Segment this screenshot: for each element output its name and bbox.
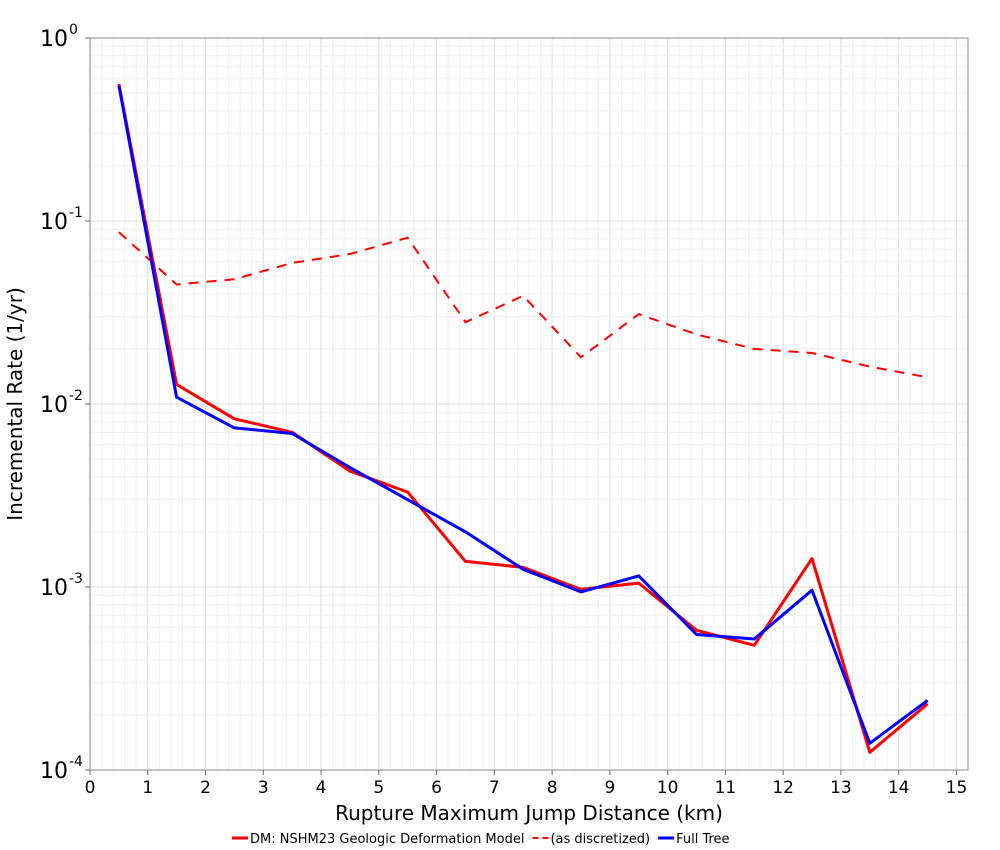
x-tick-label: 9 bbox=[604, 778, 615, 798]
x-tick-label: 1 bbox=[142, 778, 153, 798]
y-tick-label: 10 -4 bbox=[40, 754, 83, 784]
y-tick-base: 10 bbox=[40, 576, 68, 601]
series-line-1 bbox=[117, 83, 929, 754]
series-line-2 bbox=[118, 231, 928, 379]
x-tick-label: 10 bbox=[657, 778, 679, 798]
legend: DM: NSHM23 Geologic Deformation Model (as… bbox=[232, 832, 730, 847]
x-tick-label: 2 bbox=[200, 778, 211, 798]
grid bbox=[90, 38, 968, 770]
x-tick-label: 0 bbox=[85, 778, 96, 798]
x-tick-label: 15 bbox=[946, 778, 968, 798]
y-tick-label: 10 -2 bbox=[40, 388, 83, 418]
x-tick-label: 14 bbox=[888, 778, 910, 798]
x-tick-label: 4 bbox=[316, 778, 327, 798]
y-tick-base: 10 bbox=[40, 27, 68, 52]
x-tick-label: 5 bbox=[373, 778, 384, 798]
y-tick-label: 10 0 bbox=[40, 22, 78, 52]
x-axis-title: Rupture Maximum Jump Distance (km) bbox=[335, 801, 723, 825]
y-tick-exponent: -3 bbox=[69, 571, 83, 587]
x-tick-label: 11 bbox=[715, 778, 737, 798]
y-tick-label: 10 -1 bbox=[40, 205, 83, 235]
y-tick-base: 10 bbox=[40, 759, 68, 784]
y-axis-title: Incremental Rate (1/yr) bbox=[3, 287, 27, 520]
y-tick-base: 10 bbox=[40, 393, 68, 418]
x-tick-label: 12 bbox=[772, 778, 794, 798]
legend-label-1: DM: NSHM23 Geologic Deformation Model bbox=[250, 832, 524, 847]
y-tick-label: 10 -3 bbox=[40, 571, 83, 601]
y-tick-exponent: 0 bbox=[69, 22, 78, 38]
y-tick-exponent: -4 bbox=[69, 754, 83, 770]
y-tick-exponent: -2 bbox=[69, 388, 83, 404]
y-tick-base: 10 bbox=[40, 210, 68, 235]
series-lines bbox=[117, 83, 929, 754]
x-tick-label: 3 bbox=[258, 778, 269, 798]
x-tick-label: 6 bbox=[431, 778, 442, 798]
x-tick-label: 7 bbox=[489, 778, 500, 798]
x-tick-label: 13 bbox=[830, 778, 852, 798]
series-line-3 bbox=[117, 85, 929, 745]
y-tick-exponent: -1 bbox=[69, 205, 83, 221]
x-tick-label: 8 bbox=[547, 778, 558, 798]
legend-label-2: (as discretized) bbox=[550, 832, 650, 847]
legend-label-3: Full Tree bbox=[676, 832, 729, 847]
